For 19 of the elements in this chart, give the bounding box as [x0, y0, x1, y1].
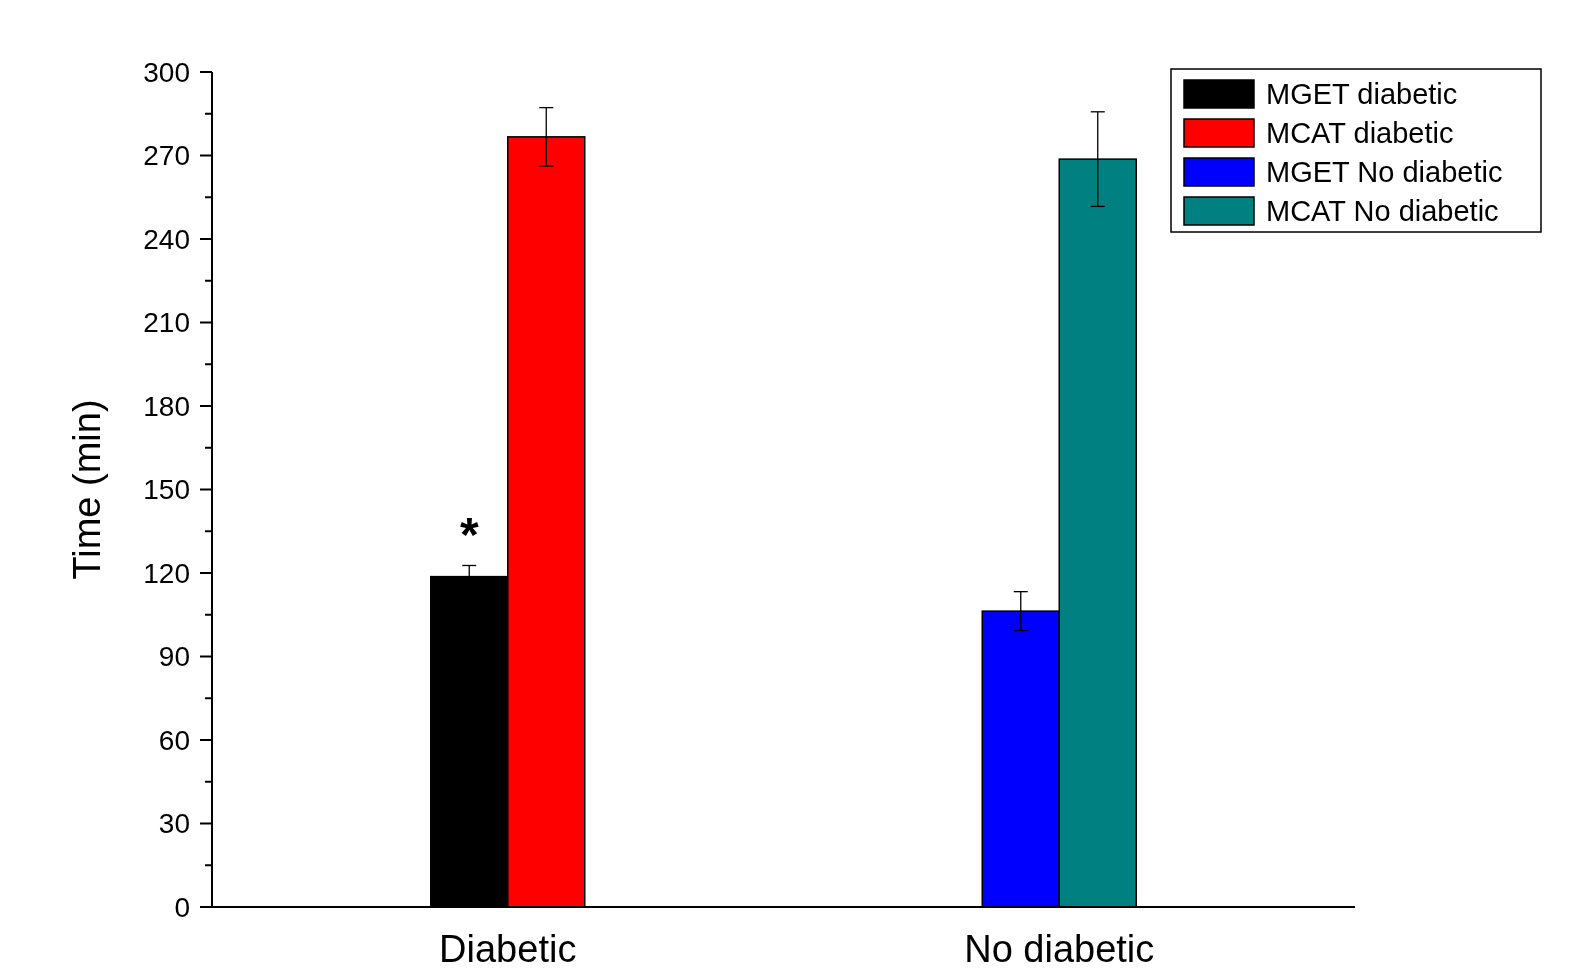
x-tick-label: No diabetic	[964, 928, 1155, 970]
y-tick-label: 90	[158, 641, 190, 673]
y-tick-label: 60	[158, 724, 190, 756]
y-tick-label: 150	[143, 474, 190, 506]
legend-label: MCAT diabetic	[1266, 117, 1454, 150]
y-tick-label: 120	[143, 557, 190, 589]
legend-label: MGET No diabetic	[1266, 156, 1503, 189]
y-tick-label: 240	[143, 223, 190, 255]
y-tick-label: 30	[158, 808, 190, 840]
y-tick-label: 300	[143, 56, 190, 88]
legend-label: MGET diabetic	[1266, 78, 1458, 111]
y-tick-label: 270	[143, 140, 190, 172]
y-tick-label: 180	[143, 390, 190, 422]
y-axis-title: Time (min)	[66, 399, 108, 580]
legend-label: MCAT No diabetic	[1266, 195, 1499, 228]
annotation: *	[459, 507, 479, 561]
y-tick-label: 210	[143, 307, 190, 339]
x-tick-label: Diabetic	[439, 928, 577, 970]
y-tick-label: 0	[174, 891, 190, 923]
